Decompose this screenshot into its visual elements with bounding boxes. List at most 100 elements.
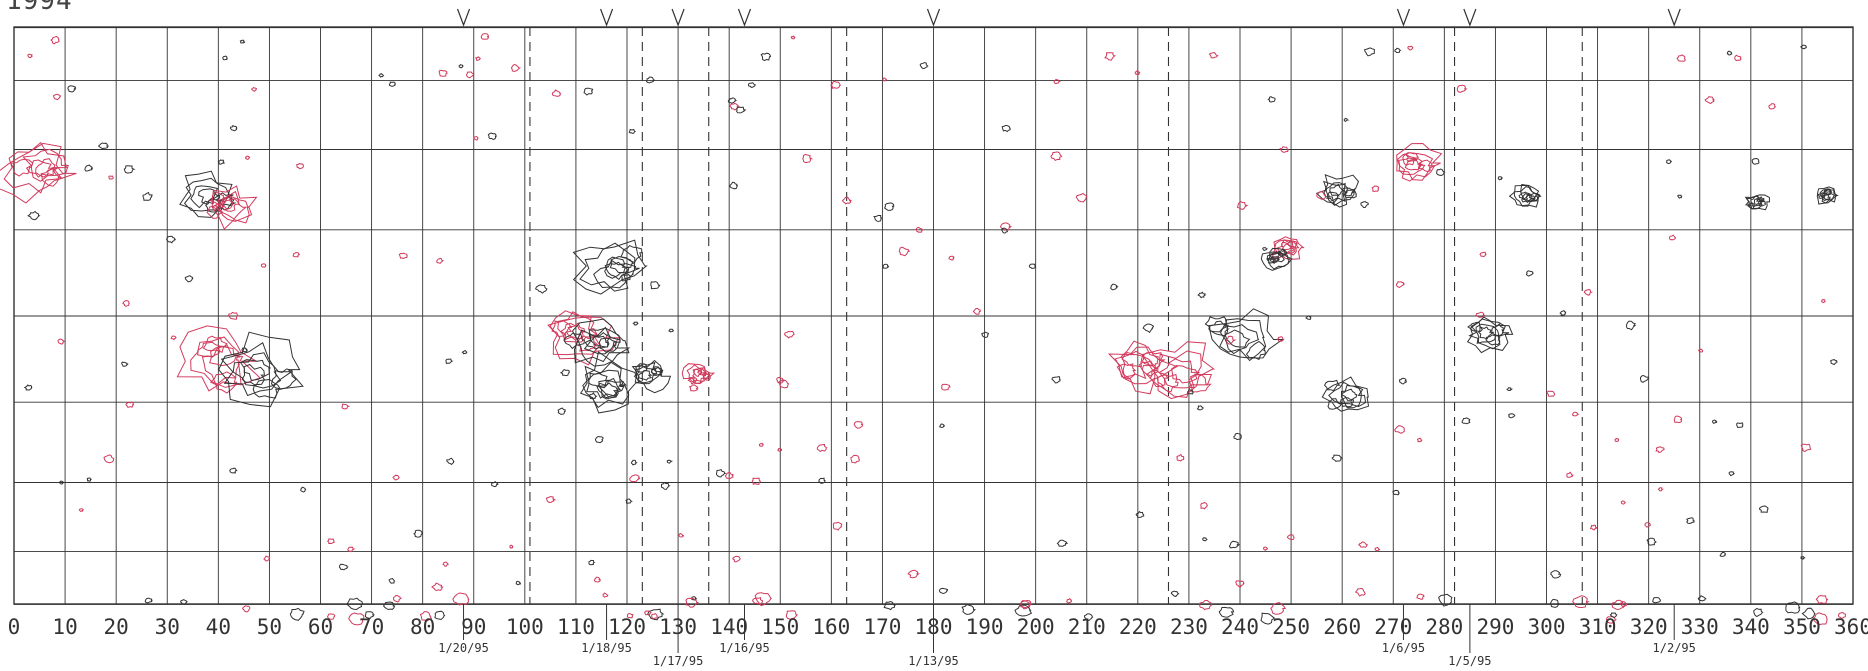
speckle-contour <box>981 331 990 338</box>
speckle-contour <box>1331 454 1344 462</box>
speckle-contour <box>1236 201 1249 210</box>
speckle-contour <box>217 159 225 165</box>
speckle-contour <box>1028 263 1036 270</box>
speckle-contour <box>1235 580 1245 588</box>
active-region-positive <box>631 359 672 394</box>
contour-line <box>190 336 242 388</box>
x-tick-label: 140 <box>710 615 748 639</box>
speckle-contour <box>1110 283 1119 291</box>
speckle-contour <box>1753 607 1764 618</box>
speckle-contour <box>783 330 795 339</box>
speckle-contour <box>941 383 951 391</box>
speckle-contour <box>1614 437 1620 443</box>
contour-line <box>211 190 253 222</box>
contour-line <box>604 261 629 281</box>
speckle-contour <box>1260 612 1276 625</box>
speckle-contour <box>1673 415 1683 424</box>
speckle-contour <box>1785 601 1801 614</box>
contour-line <box>697 368 708 376</box>
contour-line <box>1114 353 1154 380</box>
speckle-contour <box>1589 524 1598 531</box>
speckle-contour <box>53 93 61 101</box>
x-tick-label: 360 <box>1834 615 1868 639</box>
year-label: 1994 <box>6 0 73 16</box>
v-marker <box>1463 8 1477 27</box>
speckle-contour <box>882 263 890 269</box>
speckle-contour <box>170 335 177 341</box>
contour-line <box>1404 152 1420 163</box>
speckle-contour <box>1812 612 1828 626</box>
speckle-contour <box>465 71 475 79</box>
speckle-contour <box>431 582 444 592</box>
speckle-contour <box>1343 117 1350 123</box>
speckle-contour <box>86 477 93 482</box>
contour-line <box>1276 239 1297 255</box>
speckle-contour <box>1625 320 1637 331</box>
speckle-contour <box>1364 47 1375 57</box>
speckle-contour <box>1665 159 1672 165</box>
speckle-contour <box>882 77 888 82</box>
speckle-contour <box>347 546 356 553</box>
contour-line <box>1224 329 1251 348</box>
speckle-contour <box>1704 96 1716 105</box>
speckle-contour <box>736 106 747 114</box>
x-tick-label: 40 <box>206 615 231 639</box>
speckle-contour <box>629 474 641 483</box>
speckle-contour <box>1611 599 1625 611</box>
contour-line <box>590 331 612 348</box>
contour-line <box>579 242 640 292</box>
speckle-contour <box>78 508 85 513</box>
contour-line <box>1820 190 1835 201</box>
noise-contours <box>23 33 1846 626</box>
speckle-contour <box>474 56 482 61</box>
speckle-contour <box>292 251 301 258</box>
speckle-contour <box>1768 103 1777 110</box>
active-region-positive <box>1816 186 1839 205</box>
active-region-negative <box>681 363 716 385</box>
speckle-contour <box>1001 227 1009 234</box>
contour-line <box>241 363 266 387</box>
speckle-contour <box>50 35 60 45</box>
contour-line <box>1518 191 1530 200</box>
speckle-contour <box>747 82 756 88</box>
speckle-contour <box>948 255 955 261</box>
speckle-contour <box>1456 84 1468 93</box>
contour-line <box>1273 239 1300 256</box>
contour-line <box>270 368 298 390</box>
speckle-contour <box>1644 522 1651 528</box>
speckle-contour <box>677 532 684 538</box>
speckle-contour <box>650 281 661 290</box>
speckle-contour <box>729 102 740 111</box>
speckle-contour <box>1736 422 1744 429</box>
active-region-positive <box>579 351 640 414</box>
speckle-contour <box>1262 246 1268 252</box>
contour-line <box>1417 159 1433 173</box>
contour-line <box>1470 316 1510 350</box>
x-tick-label: 160 <box>812 615 850 639</box>
speckle-contour <box>625 498 633 504</box>
active-region-negative <box>1396 142 1443 182</box>
contour-line <box>692 368 706 382</box>
speckle-contour <box>1655 446 1665 454</box>
contour-line <box>702 373 711 381</box>
speckle-contour <box>241 347 249 353</box>
contour-line <box>596 382 619 399</box>
contour-line <box>1273 236 1305 260</box>
speckle-contour <box>1559 309 1567 316</box>
speckle-contour <box>685 597 700 608</box>
speckle-contour <box>1374 546 1381 552</box>
contour-line <box>1466 318 1514 354</box>
speckle-contour <box>27 210 41 221</box>
speckle-contour <box>715 468 726 478</box>
speckle-contour <box>545 496 557 504</box>
contour-line <box>1277 249 1288 258</box>
contour-line <box>1508 184 1540 208</box>
speckle-contour <box>1572 595 1590 609</box>
speckle-contour <box>841 196 853 205</box>
speckle-contour <box>1316 191 1327 201</box>
speckle-contour <box>97 142 109 150</box>
speckle-contour <box>661 481 671 490</box>
contour-line <box>1404 156 1424 171</box>
speckle-contour <box>1262 546 1269 551</box>
